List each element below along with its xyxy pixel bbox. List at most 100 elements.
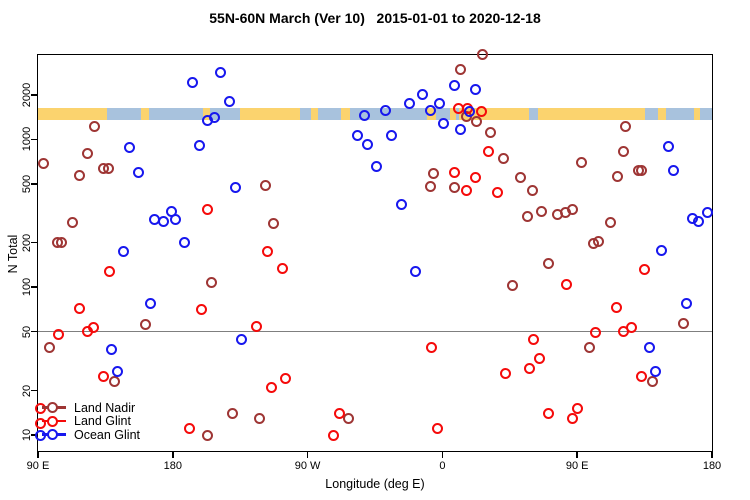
data-point-land-glint <box>589 327 601 339</box>
data-point-ocean-glint <box>438 118 450 130</box>
data-point-land-nadir <box>646 376 658 388</box>
x-tick-label: 0 <box>439 460 446 472</box>
data-point-land-glint <box>276 263 288 275</box>
data-point-land-nadir <box>38 157 50 169</box>
plot-border <box>37 54 713 452</box>
data-point-ocean-glint <box>681 297 693 309</box>
data-point-land-glint <box>327 429 339 441</box>
data-point-land-glint <box>195 303 207 315</box>
data-point-ocean-glint <box>396 198 408 210</box>
data-point-land-glint <box>460 185 472 197</box>
data-point-land-glint <box>81 326 93 338</box>
data-point-land-nadir <box>427 167 439 179</box>
data-point-land-nadir <box>543 258 555 270</box>
data-point-ocean-glint <box>144 298 156 310</box>
data-point-ocean-glint <box>215 67 227 79</box>
data-point-land-glint <box>333 407 345 419</box>
data-point-land-nadir <box>342 412 354 424</box>
data-point-land-glint <box>639 263 651 275</box>
data-point-ocean-glint <box>105 343 117 355</box>
data-point-land-glint <box>561 278 573 290</box>
data-point-ocean-glint <box>170 214 182 226</box>
data-point-ocean-glint <box>351 130 363 142</box>
data-point-land-glint <box>261 245 273 257</box>
data-point-land-nadir <box>567 204 579 216</box>
data-point-land-nadir <box>484 126 496 138</box>
data-point-land-glint <box>567 412 579 424</box>
data-point-ocean-glint <box>469 83 481 95</box>
data-point-land-nadir <box>526 185 538 197</box>
data-point-ocean-glint <box>194 139 206 151</box>
data-point-land-nadir <box>227 407 239 419</box>
legend-symbol-circle <box>46 402 58 413</box>
data-point-ocean-glint <box>236 334 248 346</box>
data-point-ocean-glint <box>179 237 191 249</box>
data-point-ocean-glint <box>230 182 242 194</box>
chart-title: 55N-60N March (Ver 10) 2015-01-01 to 202… <box>209 10 541 26</box>
data-point-ocean-glint <box>454 123 466 135</box>
data-point-land-glint <box>499 368 511 380</box>
map-strip-segment-land <box>141 108 149 121</box>
data-point-land-glint <box>183 423 195 435</box>
map-strip-segment-land <box>694 108 700 121</box>
data-point-land-glint <box>432 423 444 435</box>
data-point-land-glint <box>104 265 116 277</box>
data-point-ocean-glint <box>362 138 373 150</box>
data-point-land-glint <box>98 370 110 382</box>
data-point-land-glint <box>610 301 622 313</box>
data-point-ocean-glint <box>655 244 667 256</box>
data-point-land-nadir <box>604 216 616 228</box>
data-point-land-nadir <box>498 153 510 165</box>
data-point-land-nadir <box>612 171 624 183</box>
y-tick <box>31 389 38 392</box>
data-point-ocean-glint <box>379 104 391 116</box>
data-point-land-nadir <box>618 145 630 157</box>
data-point-ocean-glint <box>433 97 445 109</box>
data-point-land-glint <box>475 105 487 117</box>
data-point-land-nadir <box>448 182 460 194</box>
data-point-land-glint <box>426 342 438 354</box>
y-tick <box>31 94 38 96</box>
data-point-ocean-glint <box>111 365 123 377</box>
map-strip-segment-land <box>340 108 350 121</box>
data-point-ocean-glint <box>224 95 236 107</box>
data-point-land-glint <box>448 166 460 178</box>
y-tick-label: 1000 <box>21 127 33 152</box>
data-point-land-nadir <box>44 342 56 354</box>
data-point-land-glint <box>625 322 637 334</box>
data-point-land-nadir <box>108 376 120 388</box>
data-point-land-nadir <box>636 164 648 176</box>
data-point-ocean-glint <box>643 342 655 354</box>
data-point-ocean-glint <box>667 164 679 176</box>
map-strip-segment-land <box>240 108 301 121</box>
legend-label: Land Nadir <box>74 400 136 415</box>
data-point-land-nadir <box>201 429 213 441</box>
data-point-ocean-glint <box>359 110 370 122</box>
data-point-land-glint <box>483 145 495 157</box>
data-point-ocean-glint <box>663 141 675 153</box>
data-point-land-glint <box>201 204 213 216</box>
x-tick <box>37 451 39 458</box>
data-point-land-nadir <box>102 162 114 174</box>
data-point-land-glint <box>251 321 263 333</box>
data-point-land-glint <box>266 381 278 393</box>
y-tick-label: 500 <box>21 174 33 194</box>
data-point-ocean-glint <box>385 129 397 141</box>
data-point-ocean-glint <box>409 266 421 278</box>
x-tick <box>711 451 713 458</box>
x-axis-label: Longitude (deg E) <box>325 477 425 491</box>
data-point-land-glint <box>492 187 504 199</box>
legend-label: Ocean Glint <box>74 427 141 442</box>
data-point-land-glint <box>636 370 648 382</box>
map-strip-segment-land <box>310 108 319 121</box>
map-strip-segment-land <box>449 108 456 121</box>
data-point-land-glint <box>35 417 47 429</box>
data-point-land-glint <box>543 407 555 419</box>
data-point-land-nadir <box>267 217 279 229</box>
data-point-ocean-glint <box>693 215 705 227</box>
x-tick <box>306 451 309 458</box>
data-point-land-glint <box>528 334 540 346</box>
x-tick-label: 90 E <box>565 460 589 472</box>
data-point-land-nadir <box>140 318 152 330</box>
